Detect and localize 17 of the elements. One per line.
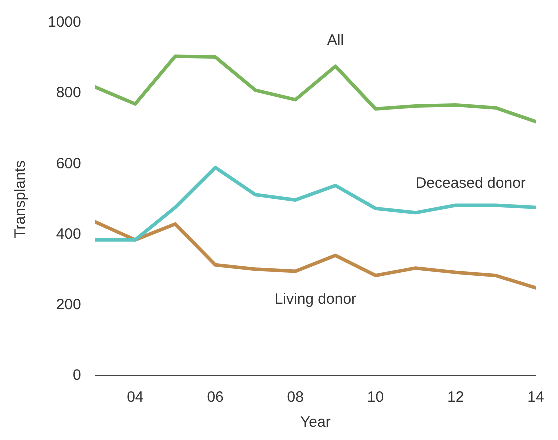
series-label: Deceased donor bbox=[416, 174, 526, 192]
y-tick-label: 200 bbox=[56, 296, 82, 314]
y-tick-label: 0 bbox=[73, 367, 82, 384]
y-tick-label: 400 bbox=[56, 226, 82, 243]
series-label: All bbox=[327, 32, 344, 49]
x-tick-label: 06 bbox=[207, 389, 224, 406]
x-tick-label: 10 bbox=[367, 389, 384, 406]
x-tick-label: 04 bbox=[127, 389, 144, 406]
x-tick-label: 08 bbox=[287, 389, 304, 406]
x-axis-title: Year bbox=[300, 414, 331, 432]
y-axis-title: Transplants bbox=[12, 160, 30, 238]
x-tick-label: 12 bbox=[448, 389, 464, 406]
y-tick-label: 800 bbox=[56, 84, 82, 102]
series-label: Living donor bbox=[274, 291, 357, 308]
y-tick-label: 1000 bbox=[48, 14, 82, 32]
y-tick-label: 600 bbox=[56, 155, 82, 172]
x-tick-label: 14 bbox=[528, 389, 544, 406]
